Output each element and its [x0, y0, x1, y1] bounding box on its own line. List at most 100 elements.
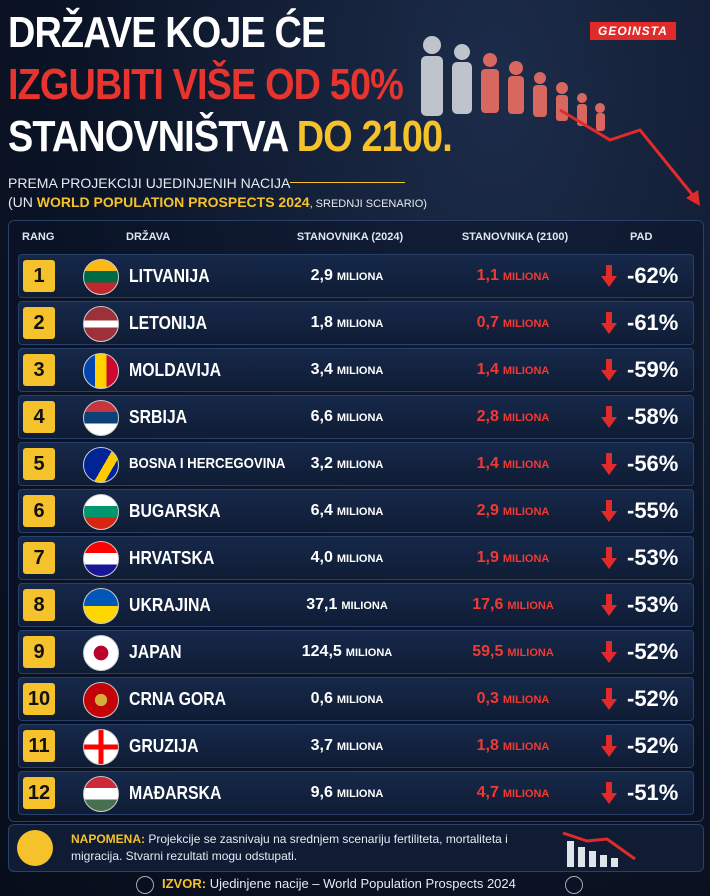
rank-badge: 2	[23, 307, 55, 339]
population-2024: 3,7 MILIONA	[267, 725, 427, 768]
country-name: MOLDAVIJA	[129, 360, 222, 380]
population-2100: 2,9 MILIONA	[433, 490, 593, 533]
population-unit: MILIONA	[336, 741, 384, 753]
population-unit: MILIONA	[345, 647, 393, 659]
table-row: 11 GRUZIJA 3,7 MILIONA 1,8 MILIONA -52%	[18, 724, 694, 768]
rank-badge: 7	[23, 542, 55, 574]
table-row: 2 LETONIJA 1,8 MILIONA 0,7 MILIONA -61%	[18, 301, 694, 345]
table-row: 4 SRBIJA 6,6 MILIONA 2,8 MILIONA -58%	[18, 395, 694, 439]
population-unit: MILIONA	[502, 459, 550, 471]
population-value: 3,2	[310, 455, 333, 472]
country-name: LITVANIJA	[129, 266, 210, 286]
rank-badge: 9	[23, 636, 55, 668]
down-arrow	[601, 453, 617, 475]
rank-badge: 5	[23, 448, 55, 480]
country-name: GRUZIJA	[129, 736, 199, 756]
flag-icon	[83, 447, 119, 483]
decline: -56%	[627, 451, 679, 476]
rank-badge: 3	[23, 354, 55, 386]
population-value: 1,4	[476, 361, 499, 378]
title-part: DO 2100.	[296, 112, 453, 161]
population-unit: MILIONA	[336, 365, 384, 377]
country-name: HRVATSKA	[129, 548, 215, 568]
population-value: 9,6	[310, 784, 333, 801]
rank-badge: 4	[23, 401, 55, 433]
population-2100: 1,4 MILIONA	[433, 443, 593, 486]
population-2100: 1,1 MILIONA	[433, 255, 593, 298]
down-arrow	[601, 359, 617, 381]
population-unit: MILIONA	[502, 318, 550, 330]
population-value: 6,6	[310, 408, 333, 425]
decline: -58%	[627, 404, 679, 429]
population-value: 3,7	[310, 737, 333, 754]
note-box: NAPOMENA: Projekcije se zasnivaju na sre…	[8, 824, 704, 872]
flag-icon	[83, 494, 119, 530]
un-logo	[136, 876, 154, 894]
population-2024: 6,6 MILIONA	[267, 396, 427, 439]
rank-badge: 11	[23, 730, 55, 762]
population-value: 2,9	[310, 267, 333, 284]
title-part: STANOVNIŠTVA	[8, 112, 288, 161]
population-value: 37,1	[306, 596, 338, 613]
population-unit: MILIONA	[336, 412, 384, 424]
population-2024: 0,6 MILIONA	[267, 678, 427, 721]
population-unit: MILIONA	[502, 788, 550, 800]
table-row: 12 MAĐARSKA 9,6 MILIONA 4,7 MILIONA -51%	[18, 771, 694, 815]
population-value: 1,4	[476, 455, 499, 472]
down-arrow	[601, 641, 617, 663]
subtitle: PREMA PROJEKCIJI UJEDINJENIH NACIJA	[8, 175, 291, 191]
population-value: 124,5	[301, 643, 342, 660]
brand: GEOINSTA	[590, 22, 676, 40]
flag-icon	[83, 776, 119, 812]
population-value: 2,8	[476, 408, 499, 425]
column-header: STANOVNIKA (2024)	[296, 231, 404, 243]
flag-icon	[83, 588, 119, 624]
population-unit: MILIONA	[502, 741, 550, 753]
country-name: SRBIJA	[129, 407, 188, 427]
rank-badge: 10	[23, 683, 55, 715]
population-value: 1,8	[310, 314, 333, 331]
subtitle-part: (UN	[8, 194, 33, 210]
down-arrow	[601, 688, 617, 710]
population-unit: MILIONA	[502, 694, 550, 706]
population-unit: MILIONA	[507, 600, 554, 612]
down-arrow	[601, 265, 617, 287]
table-row: 5 BOSNA I HERCEGOVINA 3,2 MILIONA 1,4 MILIONA…	[18, 442, 694, 486]
population-2100: 0,7 MILIONA	[433, 302, 593, 345]
population-2100: 17,6 MILIONA	[433, 584, 593, 627]
decline: -62%	[627, 263, 679, 288]
flag-icon	[83, 353, 119, 389]
population-2024: 2,9 MILIONA	[267, 255, 427, 298]
country-name: CRNA GORA	[129, 689, 227, 709]
population-unit: MILIONA	[502, 365, 550, 377]
note-text: Projekcije se zasnivaju na srednjem scen…	[71, 832, 508, 863]
population-value: 1,9	[476, 549, 499, 566]
flag-icon	[83, 729, 119, 765]
decline: -61%	[627, 310, 679, 335]
population-unit: MILIONA	[507, 647, 554, 659]
down-arrow	[601, 735, 617, 757]
population-unit: MILIONA	[502, 271, 550, 283]
population-value: 3,4	[310, 361, 333, 378]
down-arrow	[601, 782, 617, 804]
column-header: RANG	[22, 231, 55, 243]
source-label: IZVOR:	[162, 876, 207, 891]
decoration	[421, 36, 700, 206]
flag-icon	[83, 306, 119, 342]
down-arrow	[601, 547, 617, 569]
table-row: 7 HRVATSKA 4,0 MILIONA 1,9 MILIONA -53%	[18, 536, 694, 580]
note-label: NAPOMENA:	[71, 832, 145, 846]
source-text: Ujedinjene nacije – World Population Pro…	[209, 876, 516, 891]
subtitle-part: WORLD POPULATION PROSPECTS 2024	[36, 194, 310, 210]
decline: -55%	[627, 498, 679, 523]
title: DRŽAVE KOJE ĆE	[8, 8, 326, 57]
population-2024: 124,5 MILIONA	[267, 631, 427, 674]
note: NAPOMENA: Projekcije se zasnivaju na sre…	[71, 831, 511, 865]
country-name: MAĐARSKA	[129, 783, 222, 803]
population-unit: MILIONA	[502, 412, 550, 424]
population-2100: 1,9 MILIONA	[433, 537, 593, 580]
population-value: 59,5	[472, 643, 504, 660]
population-2100: 4,7 MILIONA	[433, 772, 593, 815]
decline: -52%	[627, 733, 679, 758]
population-2024: 1,8 MILIONA	[267, 302, 427, 345]
